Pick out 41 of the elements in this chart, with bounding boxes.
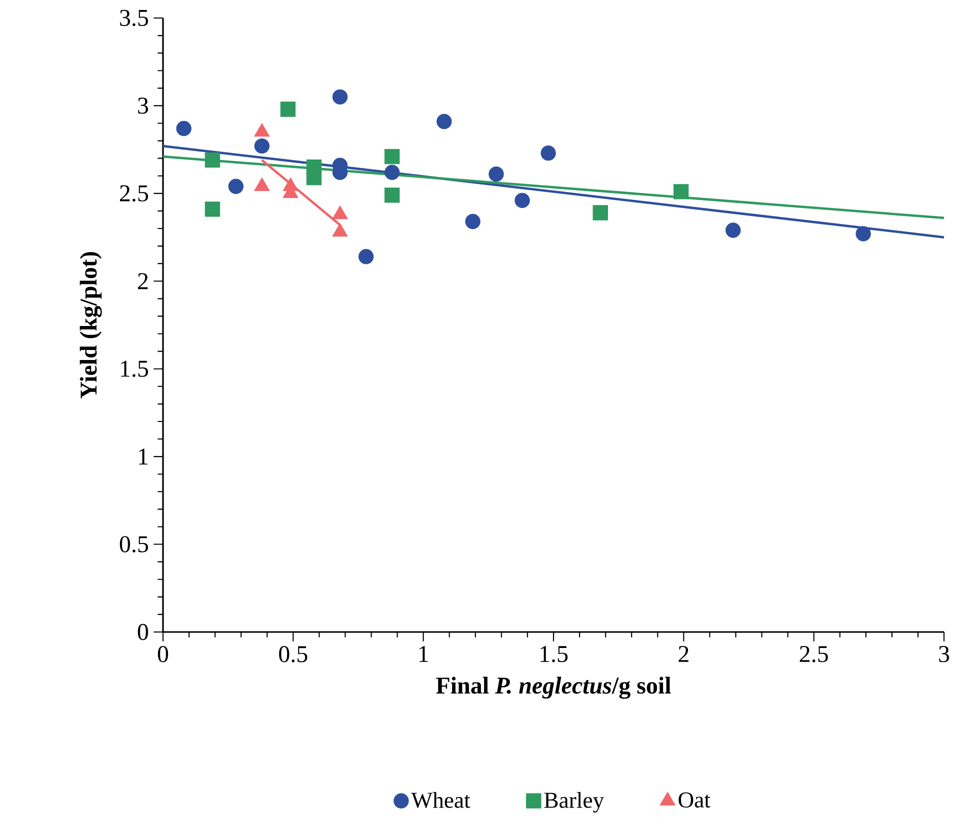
y-tick-label: 2.5 bbox=[120, 185, 148, 202]
point bbox=[358, 248, 374, 264]
point bbox=[436, 114, 452, 130]
x-tick-label: 0.5 bbox=[279, 646, 308, 662]
y-tick-label: 1 bbox=[139, 448, 148, 464]
point bbox=[856, 226, 871, 242]
y-tick-label: 0 bbox=[138, 624, 148, 640]
legend-label: Wheat bbox=[411, 792, 470, 808]
y-axis-title: Yield (kg/plot) bbox=[80, 252, 102, 398]
point bbox=[306, 170, 322, 186]
x-tick-label: 1.5 bbox=[540, 646, 568, 662]
y-tick-label: 2 bbox=[138, 273, 148, 290]
point bbox=[726, 222, 741, 238]
point bbox=[540, 145, 556, 161]
point bbox=[465, 214, 480, 230]
x-tick-label: 2.5 bbox=[800, 646, 828, 662]
point bbox=[592, 205, 608, 220]
y-tick-label: 0.5 bbox=[120, 536, 148, 552]
point bbox=[384, 164, 400, 180]
point bbox=[280, 102, 296, 117]
point bbox=[488, 166, 504, 182]
point bbox=[332, 89, 348, 105]
point bbox=[254, 138, 270, 154]
y-tick-label: 1.5 bbox=[121, 360, 148, 377]
y-tick-label: 3.5 bbox=[120, 10, 148, 26]
x-tick-label: 2 bbox=[678, 646, 688, 662]
point bbox=[384, 148, 400, 164]
point bbox=[204, 152, 220, 168]
legend-label: Oat bbox=[678, 792, 710, 808]
x-tick-label: 1 bbox=[419, 646, 428, 662]
point bbox=[228, 178, 244, 194]
point bbox=[673, 184, 689, 200]
x-tick-label: 0 bbox=[158, 646, 168, 662]
x-tick-label: 3 bbox=[939, 646, 950, 662]
y-tick-label: 3 bbox=[138, 98, 148, 114]
point bbox=[384, 188, 400, 203]
x-axis-title: Final P. neglectus/g soil bbox=[436, 676, 671, 699]
point bbox=[204, 202, 220, 217]
point bbox=[514, 192, 530, 208]
point bbox=[176, 120, 192, 136]
legend-label: Barley bbox=[544, 792, 604, 813]
